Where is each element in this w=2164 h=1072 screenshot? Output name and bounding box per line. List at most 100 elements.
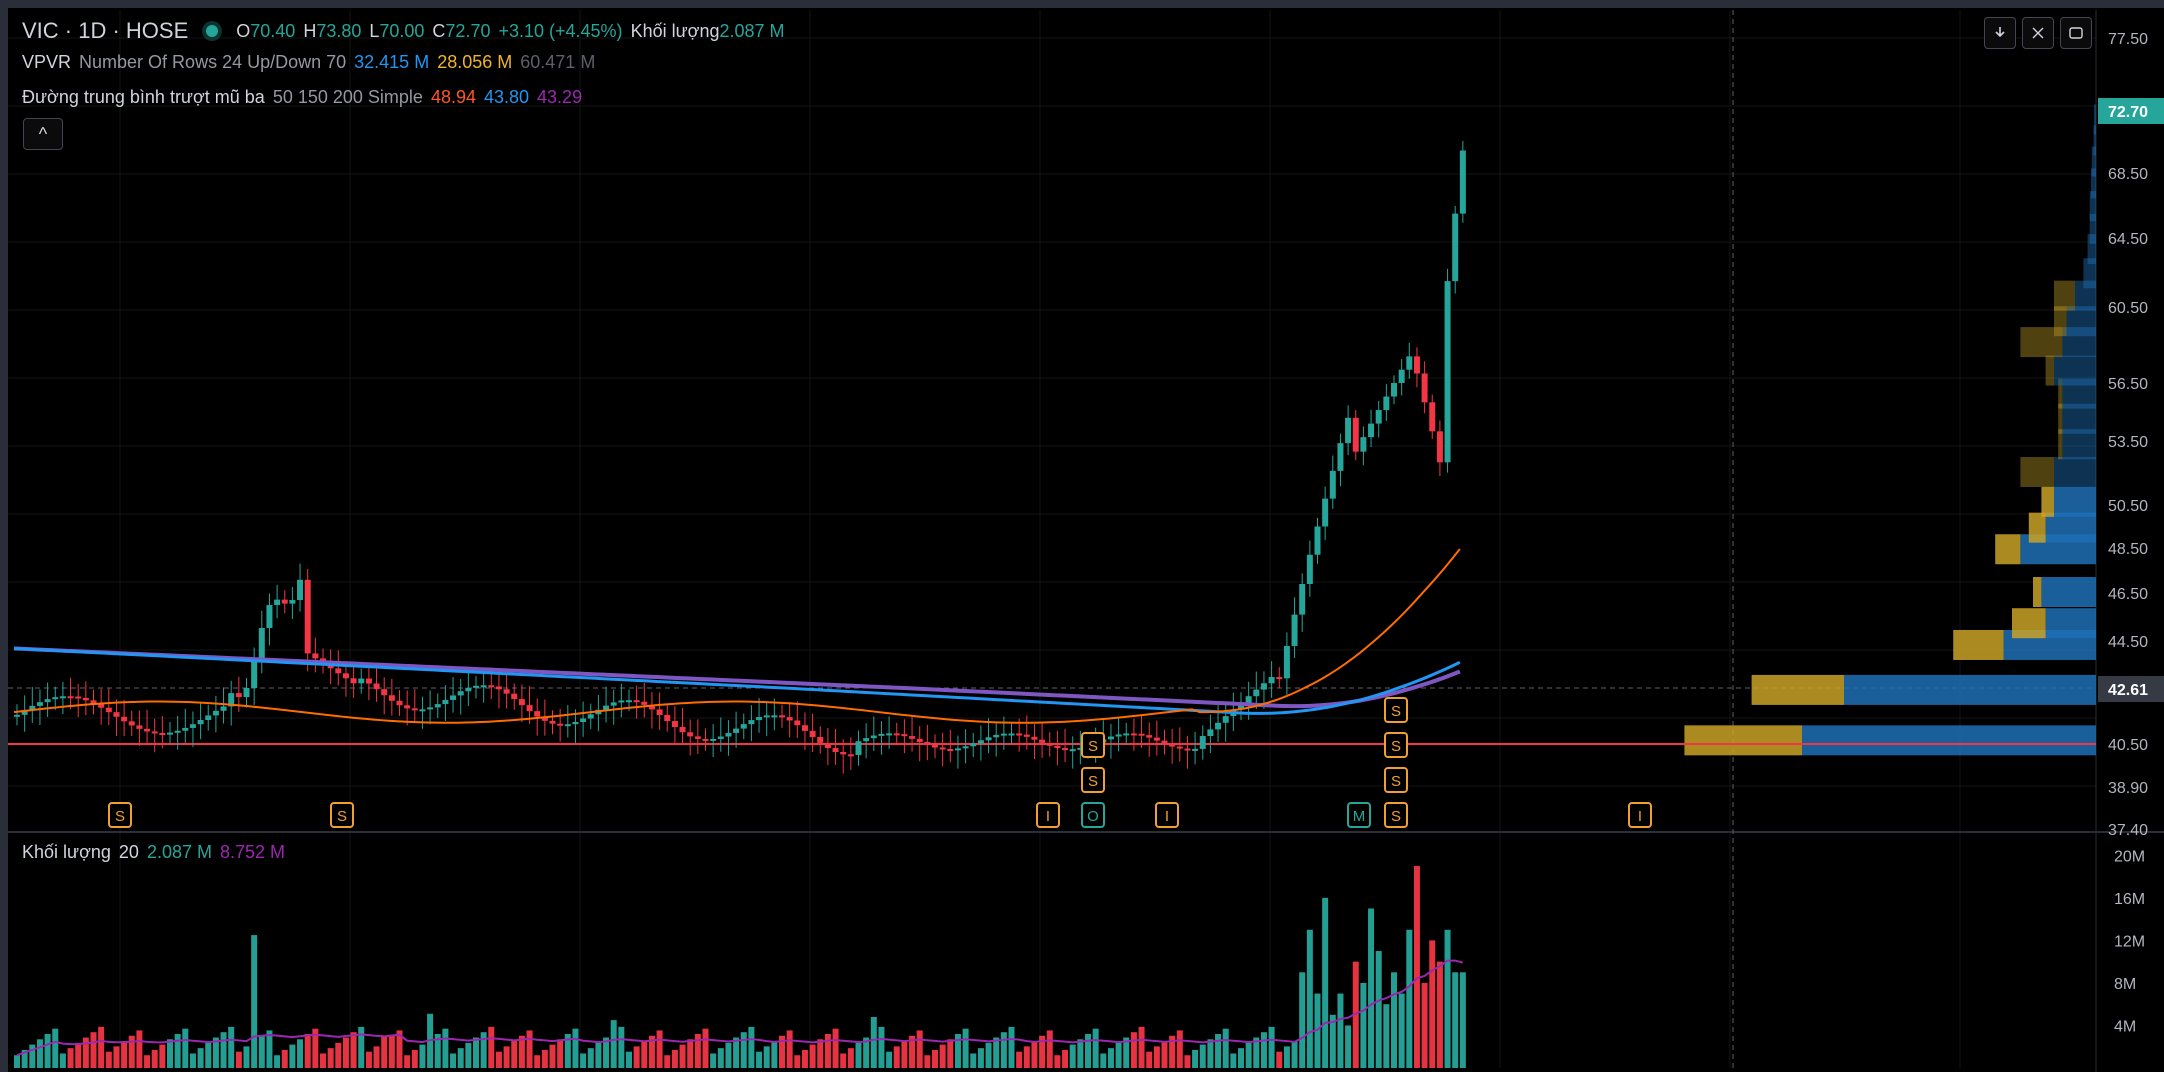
volume-bar (832, 1028, 839, 1068)
candle-body (1398, 369, 1405, 383)
volume-bar (1161, 1041, 1168, 1068)
vpvr-up-bar (2045, 512, 2096, 543)
candle-body (733, 728, 740, 733)
volume-bar (1436, 961, 1443, 1068)
candle-body (832, 748, 839, 752)
candle-body (1184, 748, 1191, 751)
volume-bar (1054, 1055, 1061, 1068)
vpvr-down-bar (2054, 306, 2067, 337)
candle-body (495, 686, 502, 690)
screenshot-button[interactable] (2060, 17, 2092, 49)
volume-bar (1092, 1028, 1099, 1068)
candle-body (98, 703, 105, 708)
volume-bar (840, 1053, 847, 1068)
volume-bar (557, 1039, 564, 1068)
event-marker-box (1081, 732, 1105, 758)
volume-bar (350, 1032, 357, 1068)
vpvr-down-bar (2045, 355, 2054, 386)
candle-body (1444, 281, 1451, 463)
volume-bar (304, 1033, 311, 1068)
candle-body (59, 696, 66, 699)
candle-body (1352, 417, 1359, 452)
volume-bar (1444, 929, 1451, 1068)
candle-body (756, 717, 763, 721)
volume-bar (113, 1046, 120, 1068)
volume-bar (1115, 1042, 1122, 1068)
download-button[interactable] (1984, 17, 2016, 49)
candle-body (1153, 737, 1160, 741)
volume-value: 2.087 M (719, 20, 785, 41)
volume-axis-tick: 8M (2114, 976, 2136, 993)
vpvr-up-bar (2054, 355, 2096, 386)
volume-ma-line (16, 959, 1464, 1057)
candle-body (1276, 677, 1283, 680)
candle-body (52, 697, 59, 700)
volume-bar (534, 1055, 541, 1068)
candle-body (1253, 689, 1260, 697)
candle-body (488, 685, 495, 688)
camera-icon (2069, 27, 2083, 39)
volume-bar (1406, 929, 1413, 1068)
symbol-title[interactable]: VIC · 1D · HOSE (22, 18, 189, 43)
volume-bar (465, 1042, 472, 1068)
price-axis-tick: 37.40 (2108, 822, 2148, 839)
candle-body (442, 699, 449, 705)
candle-body (564, 724, 571, 727)
volume-bar (312, 1028, 319, 1068)
volume-bar (21, 1049, 28, 1068)
vpvr-up-bar (2045, 608, 2096, 639)
volume-bar (717, 1048, 724, 1068)
candle-body (909, 736, 916, 739)
volume-bar (1215, 1033, 1222, 1068)
vpvr-up-bar (2093, 125, 2096, 156)
event-marker-box (1384, 802, 1408, 828)
volume-bar (1314, 993, 1321, 1068)
volume-bar (488, 1026, 495, 1068)
vpvr-up-bar (2083, 258, 2096, 289)
volume-bar (1062, 1049, 1069, 1068)
volume-bar (480, 1032, 487, 1068)
ohlc-open: 70.40 (250, 20, 296, 41)
candle-body (1452, 213, 1459, 282)
candle-body (855, 741, 862, 755)
candle-body (794, 720, 801, 726)
event-marker-label: I (1165, 808, 1169, 825)
volume-axis-tick: 4M (2114, 1018, 2136, 1035)
candle-body (251, 661, 258, 689)
candle-body (312, 653, 319, 659)
ohlc-low: 70.00 (379, 20, 425, 41)
window-left-border (0, 0, 8, 1072)
ema-legend[interactable]: Đường trung bình trượt mũ ba 50 150 200 … (22, 87, 582, 108)
volume-bar (1153, 1046, 1160, 1068)
volume-bar (901, 1041, 908, 1068)
event-marker-box (1347, 802, 1371, 828)
candle-body (419, 709, 426, 712)
candle-body (1176, 746, 1183, 749)
candle-body (350, 678, 357, 684)
volume-bar (893, 1046, 900, 1068)
price-axis-tick: 68.50 (2108, 166, 2148, 183)
volume-bar (1260, 1032, 1267, 1068)
volume-bar (1452, 972, 1459, 1068)
vpvr-legend[interactable]: VPVR Number Of Rows 24 Up/Down 70 32.415… (22, 52, 595, 73)
fullscreen-button[interactable] (2022, 17, 2054, 49)
candle-body (1123, 733, 1130, 736)
volume-bar (587, 1048, 594, 1068)
candle-body (258, 628, 265, 662)
volume-bar (740, 1032, 747, 1068)
vpvr-up-bar (2054, 457, 2096, 487)
candle-body (1031, 736, 1038, 740)
volume-pane-legend[interactable]: Khối lượng 20 2.087 M 8.752 M (22, 842, 285, 863)
vpvr-up-bar (1844, 674, 2096, 705)
collapse-legend-button[interactable]: ^ (23, 118, 63, 150)
candle-body (189, 724, 196, 728)
candle-body (748, 720, 755, 725)
vpvr-up: 32.415 M (354, 52, 430, 72)
volume-bar (687, 1039, 694, 1068)
volume-bar (1421, 982, 1428, 1068)
volume-bar (457, 1048, 464, 1068)
candle-body (954, 748, 961, 751)
candle-body (411, 708, 418, 711)
